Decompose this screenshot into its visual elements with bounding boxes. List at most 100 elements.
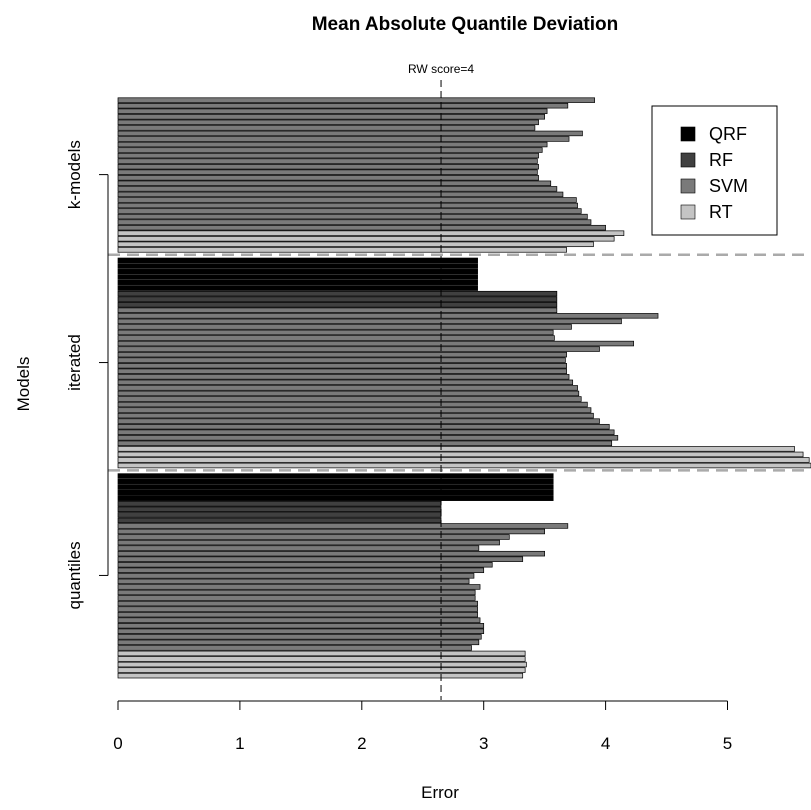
bar [117,147,543,153]
bar [117,307,558,314]
bar [117,567,485,574]
bar [117,213,588,220]
bar [117,219,592,225]
bar [117,125,536,131]
bars-layer [117,97,811,679]
bar [117,639,480,646]
bar [117,412,594,419]
bar [117,462,811,469]
group-separators [108,253,811,472]
bar [117,435,619,441]
bar [117,501,442,507]
bar [117,351,567,358]
legend-swatch [680,126,696,142]
bar [117,578,470,585]
bar [117,484,554,490]
bar [117,263,478,269]
x-tick-label: 2 [357,734,366,753]
bar [117,534,510,540]
bar [117,180,552,187]
bar [117,202,578,209]
bar [117,573,475,579]
bar [117,302,558,308]
bar [117,650,526,657]
bar [117,136,570,142]
bar [117,379,574,386]
bar [117,169,538,175]
bar [117,478,554,485]
x-tick-label: 4 [601,734,610,753]
bar [117,401,588,408]
bar [117,279,478,286]
bar [117,175,539,181]
y-axis: quantiles iterated k-models [65,140,109,609]
bar [117,623,485,629]
bar [117,108,548,114]
bar [117,296,558,302]
bar [117,606,478,612]
bar [117,346,600,352]
legend-swatch [680,178,696,194]
x-tick-label: 5 [723,734,732,753]
bar [117,396,582,402]
legend-label: QRF [709,124,747,144]
bar [117,318,622,325]
legend-box [651,105,778,236]
bar [117,335,555,341]
legend: QRF RF SVM RT [651,105,778,236]
bar [117,197,577,203]
x-axis: 0 1 2 3 4 5 [113,700,732,753]
bar [117,158,538,164]
bar [117,539,500,546]
bar [117,473,554,479]
bar [117,446,795,452]
bar [117,114,545,120]
bar [117,324,572,330]
bar [117,418,600,424]
x-axis-label: Error [421,783,459,802]
bar [117,191,564,198]
y-axis-label: Models [14,357,33,412]
bar [117,517,442,524]
legend-label: RT [709,202,733,222]
y-tick-label: iterated [65,334,84,391]
bar [117,457,810,463]
bar [117,390,580,397]
bar [117,589,476,596]
legend-label: RF [709,150,733,170]
bar [117,268,478,275]
bar [117,152,539,159]
bar [117,489,554,496]
bar [117,523,569,529]
bar [117,236,615,242]
bar [117,102,569,109]
bar [117,163,539,170]
bar [117,667,526,673]
bar [117,340,634,347]
bar [117,119,539,126]
bar [117,141,548,148]
legend-swatch [680,152,696,168]
bar [117,130,583,137]
bar [117,423,610,430]
bar [117,506,442,513]
bar [117,645,472,651]
bar [117,584,481,590]
chart-title: Mean Absolute Quantile Deviation [312,14,619,35]
legend-swatch [680,204,696,220]
bar [117,556,524,562]
bar [117,634,482,640]
bar [117,600,478,607]
bar [117,672,524,679]
reference-line-label: RW score=4 [408,62,474,76]
bar [117,224,606,231]
bar [117,329,554,336]
bar [117,512,442,518]
legend-label: SVM [709,176,748,196]
bar [117,656,526,662]
bar [117,528,545,535]
bar [117,562,493,568]
bar [117,274,478,280]
bar [117,495,554,501]
